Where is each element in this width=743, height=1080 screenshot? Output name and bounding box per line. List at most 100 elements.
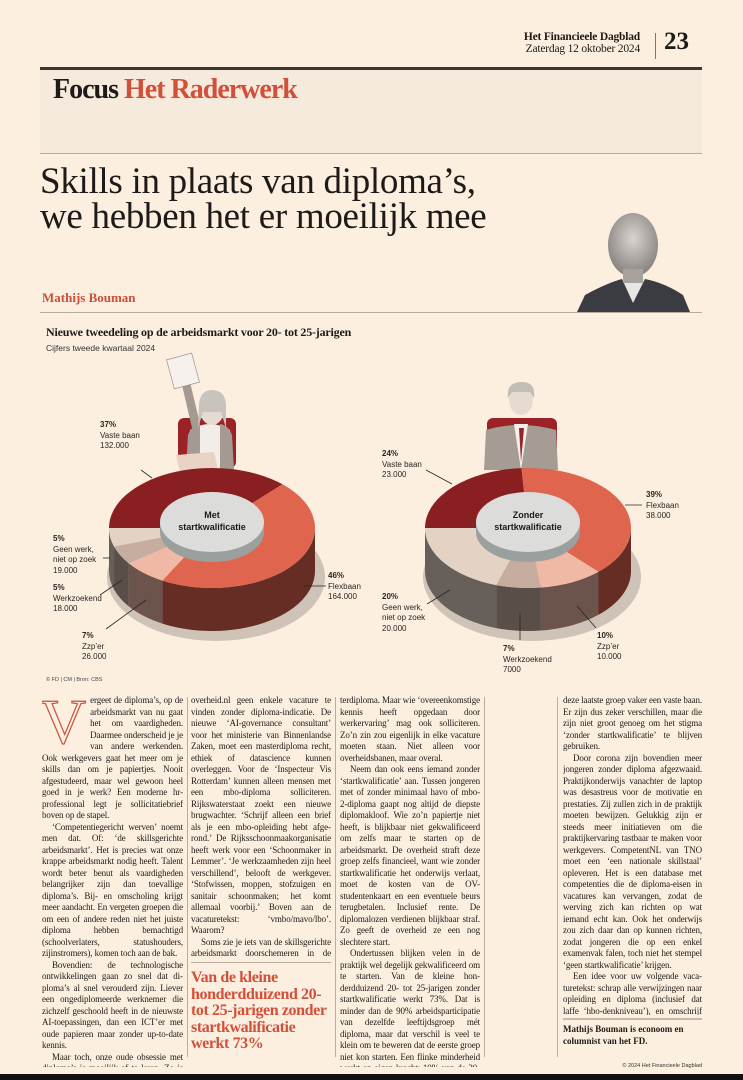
slice-category: Flexbaan xyxy=(328,581,361,591)
pie-center-label: Met xyxy=(204,510,220,520)
pie-slice-flexbaan: Flexbaan 39% xyxy=(521,468,631,572)
leader-lines xyxy=(99,469,642,640)
laptop-icon xyxy=(176,452,218,472)
headline-line-2: we hebben het er moeilijk mee xyxy=(40,196,487,237)
slice-count: 19.000 xyxy=(53,565,78,575)
author-photo xyxy=(577,213,690,312)
slice-category: Geen werk, niet op zoek xyxy=(382,602,426,623)
slice-wall xyxy=(496,585,541,631)
leader-line xyxy=(105,599,147,630)
pie-zonder-startkwalificatie: Vaste baan 24%Flexbaan 39%Zzp’er 10%Werk… xyxy=(423,468,641,641)
top-rule xyxy=(40,67,702,70)
slice-count: 164.000 xyxy=(328,592,357,601)
paragraph: Maar toch, onze oude obsessie met diplom… xyxy=(42,1051,183,1068)
slice-category: Werkzoekend xyxy=(53,593,102,603)
pie-slice-werkzoekend: Werkzoekend 7% xyxy=(496,556,541,588)
slice-label-geen-werk: 5% Geen werk, niet op zoek 19.000 xyxy=(53,534,105,576)
section-rule xyxy=(40,153,702,154)
column-divider xyxy=(484,697,485,1057)
slice-label-zzper: 7% Zzp’er 26.000 xyxy=(82,631,106,663)
tie-icon xyxy=(519,428,524,462)
issue-date: Zaterdag 12 oktober 2024 xyxy=(525,43,641,55)
slice-wall xyxy=(425,528,497,629)
paragraph: overheid.nl geen enkele vacature te vind… xyxy=(191,695,331,935)
slice-count: 10.000 xyxy=(597,652,622,661)
slice-label-vaste-baan: 37% Vaste baan 132.000 xyxy=(100,420,140,452)
pie-slice-flexbaan: Flexbaan 46% xyxy=(162,484,316,589)
slice-wall xyxy=(114,546,129,607)
slice-category: Werkzoekend xyxy=(503,654,552,664)
slice-count: 38.000 xyxy=(646,511,671,520)
pie-center-label: startkwalificatie xyxy=(178,522,246,532)
slice-label-werkzoekend: 5% Werkzoekend 18.000 xyxy=(53,583,102,615)
section-label: Focus xyxy=(53,74,119,105)
page-number: 23 xyxy=(664,28,689,55)
pull-quote-rule xyxy=(191,962,331,963)
article-column-2: overheid.nl geen enkele vacature te vind… xyxy=(191,695,331,960)
pie-slice-geen-werk-niet-op-zoek: Geen werk, niet op zoek 20% xyxy=(425,528,512,586)
article-column-3: terdiploma. Maar wie ‘overeenkom­stige k… xyxy=(340,695,480,1067)
slice-percent: 24% xyxy=(382,449,399,458)
leader-line xyxy=(425,469,453,485)
leader-line xyxy=(426,589,451,605)
slice-percent: 20% xyxy=(382,592,399,601)
slice-label-flexbaan: 46% Flexbaan 164.000 xyxy=(328,571,361,603)
bottom-bar xyxy=(0,1074,743,1080)
article-column-1: V ergeet de diploma’s, op de arbeidsmark… xyxy=(42,695,183,1067)
section-name: Het Raderwerk xyxy=(124,74,298,105)
section-title: Focus Het Raderwerk xyxy=(53,74,298,106)
drop-cap: V xyxy=(42,695,87,757)
pie-slice-zzp-er: Zzp’er 10% xyxy=(534,549,599,588)
section-band xyxy=(40,70,702,153)
byline-rule xyxy=(40,312,702,313)
slice-count: 23.000 xyxy=(382,470,407,479)
paragraph: deze laatste groep vaker een vaste baan.… xyxy=(563,695,702,751)
slice-category: Zzp’er xyxy=(597,641,620,651)
column-divider xyxy=(335,697,336,1057)
slice-percent: 7% xyxy=(503,644,515,653)
author-bio: Mathijs Bouman is econoom en columnist v… xyxy=(563,1024,684,1046)
pie-slice-werkzoekend: Werkzoekend 5% xyxy=(114,537,170,564)
slice-percent: 10% xyxy=(597,631,614,640)
newspaper-name: Het Financieele Dagblad xyxy=(523,31,640,43)
papers-icon xyxy=(166,352,200,390)
pie-met-startkwalificatie: Vaste baan 37%Flexbaan 46%Zzp’er 7%Werkz… xyxy=(107,467,325,641)
center-plateau xyxy=(476,492,580,552)
paragraph: terdiploma. Maar wie ‘overeenkom­stige k… xyxy=(340,695,480,763)
headline-line-1: Skills in plaats van diploma’s, xyxy=(40,161,476,202)
pie-slice-geen-werk-niet-op-zoek: Geen werk, niet op zoek 5% xyxy=(109,528,163,547)
bio-rule xyxy=(563,1018,702,1020)
article-column-4: deze laatste groep vaker een vaste baan.… xyxy=(563,695,702,1015)
slice-count: 20.000 xyxy=(382,623,407,633)
infographic-subtitle: Cijfers tweede kwartaal 2024 xyxy=(46,343,156,353)
pie-charts: Vaste baan 37%Flexbaan 46%Zzp’er 7%Werkz… xyxy=(99,352,642,641)
pie-slice-zzp-er: Zzp’er 7% xyxy=(128,545,187,581)
leader-line xyxy=(576,605,597,629)
slice-percent: 39% xyxy=(646,490,663,499)
slice-percent: 5% xyxy=(53,534,65,543)
slice-percent: 46% xyxy=(328,571,345,580)
paragraph: Door corona zijn bovendien meer jongeren… xyxy=(563,752,702,970)
slice-wall xyxy=(540,571,599,631)
slice-count: 18.000 xyxy=(53,604,78,613)
slice-category: Zzp’er xyxy=(82,641,105,651)
column-divider xyxy=(557,697,558,1057)
paragraph: Soms zie je iets van de skillsgerich­te … xyxy=(191,936,331,961)
paragraph: Ondertussen blijken velen in de praktijk… xyxy=(340,948,480,1067)
slice-category: Vaste baan xyxy=(100,430,140,440)
slice-wall xyxy=(128,563,163,624)
slice-label-werkzoekend: 7% Werkzoekend 7000 xyxy=(503,644,552,676)
slice-percent: 5% xyxy=(53,583,65,592)
paragraph: Bovendien: de technologische ontwikkelin… xyxy=(42,959,183,1051)
slice-percent: 7% xyxy=(82,631,94,640)
slice-count: 132.000 xyxy=(100,441,129,450)
slice-label-zzper: 10% Zzp’er 10.000 xyxy=(597,631,621,663)
byline: Mathijs Bouman xyxy=(42,290,136,305)
slice-count: 26.000 xyxy=(82,652,107,661)
footer-copyright: © 2024 Het Financieele Dagblad xyxy=(622,1063,702,1069)
slice-label-geen-werk: 20% Geen werk, niet op zoek 20.000 xyxy=(382,592,434,634)
pie-center-label: startkwalificatie xyxy=(494,522,562,532)
infographic-title: Nieuwe tweedeling op de arbeidsmarkt voo… xyxy=(46,325,352,339)
slice-label-flexbaan: 39% Flexbaan 38.000 xyxy=(646,490,679,522)
slice-category: Flexbaan xyxy=(646,500,679,510)
